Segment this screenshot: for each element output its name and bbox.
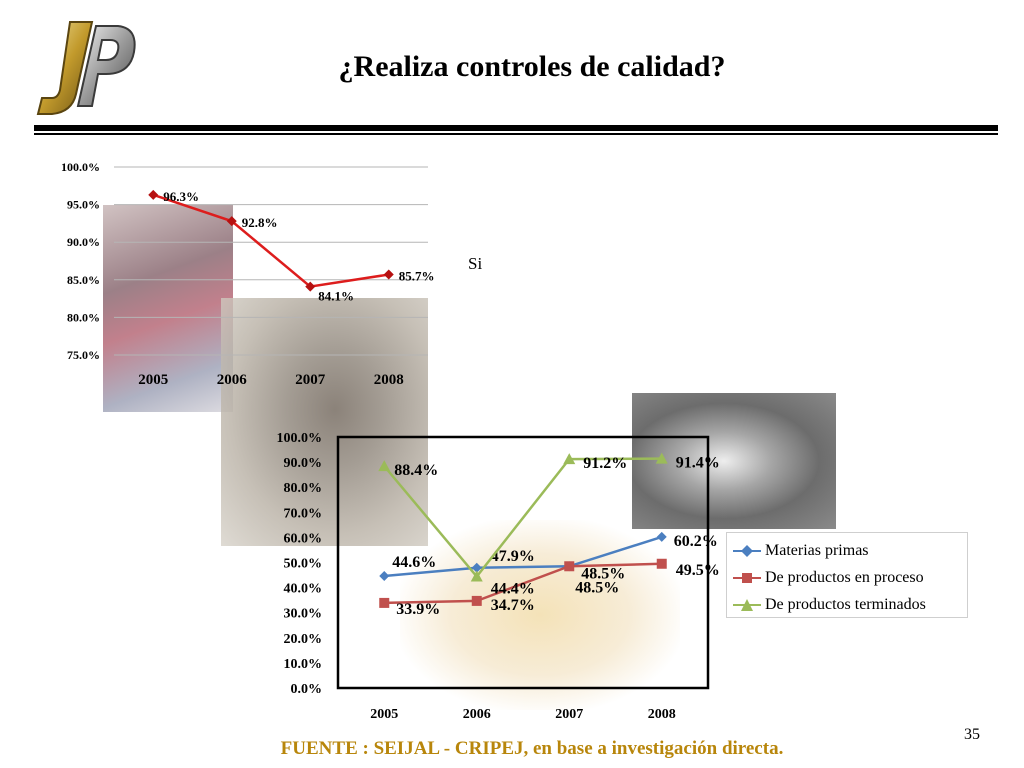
page-number: 35	[964, 726, 980, 743]
y-tick-label: 70.0%	[284, 506, 323, 521]
data-label: 48.5%	[575, 579, 619, 596]
y-tick-label: 75.0%	[67, 348, 100, 362]
chart-control-types: 0.0% 10.0% 20.0% 30.0% 40.0% 50.0% 60.0% 70.0% 8…	[277, 431, 720, 722]
data-label: 48.5%	[581, 565, 625, 582]
legend-label: Materias primas	[765, 541, 869, 559]
y-tick-label: 10.0%	[284, 657, 323, 672]
square-marker	[656, 558, 667, 569]
background-photo-woman	[103, 205, 233, 412]
series-line-0	[384, 535, 663, 578]
y-tick-label: 90.0%	[67, 235, 100, 249]
legend-item-proceso: De productos en proceso	[733, 564, 963, 591]
jp-logo	[36, 21, 136, 115]
triangle-marker-icon	[733, 598, 761, 612]
annotation-si: Si	[468, 254, 483, 273]
y-tick-label: 100.0%	[61, 160, 100, 174]
y-tick-label: 85.0%	[67, 273, 100, 287]
chart-legend: Materias primas De productos en proceso …	[726, 532, 968, 618]
series-line-2	[383, 457, 662, 579]
diamond-marker	[383, 269, 394, 280]
legend-label: De productos terminados	[765, 595, 926, 613]
slide-title: ¿Realiza controles de calidad?	[338, 50, 726, 83]
x-tick-label: 2005	[370, 707, 398, 722]
square-marker	[379, 597, 390, 608]
data-label: 96.3%	[163, 189, 199, 204]
chart-si: 75.0% 80.0% 85.0% 90.0% 95.0% 100.0% 2005 2006 2…	[61, 160, 435, 388]
diamond-marker	[656, 531, 667, 542]
y-tick-label: 50.0%	[284, 557, 323, 572]
data-label: 84.1%	[318, 289, 354, 304]
plot-area-frame	[336, 435, 710, 690]
square-marker	[564, 561, 575, 572]
square-marker-icon	[733, 571, 761, 585]
title-divider-thin	[34, 133, 998, 135]
background-photo-food	[400, 520, 680, 710]
y-tick-label: 80.0%	[67, 310, 100, 324]
y-tick-label: 80.0%	[284, 481, 323, 496]
data-label: 60.2%	[674, 533, 718, 550]
diamond-marker	[379, 571, 390, 582]
diamond-marker	[226, 216, 237, 227]
diamond-marker	[471, 562, 482, 573]
legend-item-materias: Materias primas	[733, 537, 963, 564]
triangle-marker	[470, 570, 483, 582]
diamond-marker-icon	[733, 544, 761, 558]
y-tick-label: 100.0%	[277, 431, 323, 446]
triangle-marker	[655, 452, 668, 464]
x-tick-label: 2005	[138, 372, 168, 388]
x-tick-label: 2006	[463, 707, 491, 722]
data-label: 88.4%	[394, 462, 438, 479]
data-label: 44.4%	[491, 581, 535, 598]
data-label: 34.7%	[491, 597, 535, 614]
data-label: 47.9%	[491, 548, 535, 565]
y-tick-label: 40.0%	[284, 582, 323, 597]
diamond-marker	[148, 189, 159, 200]
data-label: 49.5%	[676, 562, 720, 579]
data-label: 91.4%	[676, 455, 720, 472]
y-tick-label: 20.0%	[284, 632, 323, 647]
x-tick-label: 2006	[217, 372, 248, 388]
title-divider-thick	[34, 125, 998, 131]
x-tick-label: 2007	[555, 707, 583, 722]
series-line	[152, 193, 389, 288]
triangle-marker	[378, 460, 391, 472]
data-label: 33.9%	[396, 601, 440, 618]
data-label: 85.7%	[399, 269, 435, 284]
series-line-1	[384, 562, 662, 605]
y-tick-label: 30.0%	[284, 607, 323, 622]
x-tick-label: 2007	[295, 372, 326, 388]
x-tick-label: 2008	[374, 372, 404, 388]
y-tick-label: 60.0%	[284, 531, 323, 546]
background-photo-portrait	[221, 298, 428, 546]
legend-label: De productos en proceso	[765, 568, 924, 586]
source-footer: FUENTE : SEIJAL - CRIPEJ, en base a inve…	[280, 738, 784, 759]
data-label: 91.2%	[583, 455, 627, 472]
data-label: 44.6%	[392, 554, 436, 571]
diamond-marker	[305, 281, 316, 292]
y-tick-label: 90.0%	[284, 456, 323, 471]
square-marker	[471, 595, 482, 606]
legend-item-terminados: De productos terminados	[733, 591, 963, 618]
x-tick-label: 2008	[648, 707, 676, 722]
triangle-marker	[563, 453, 576, 465]
y-tick-label: 95.0%	[67, 198, 100, 212]
y-tick-label: 0.0%	[291, 682, 323, 697]
data-label: 92.8%	[242, 215, 278, 230]
